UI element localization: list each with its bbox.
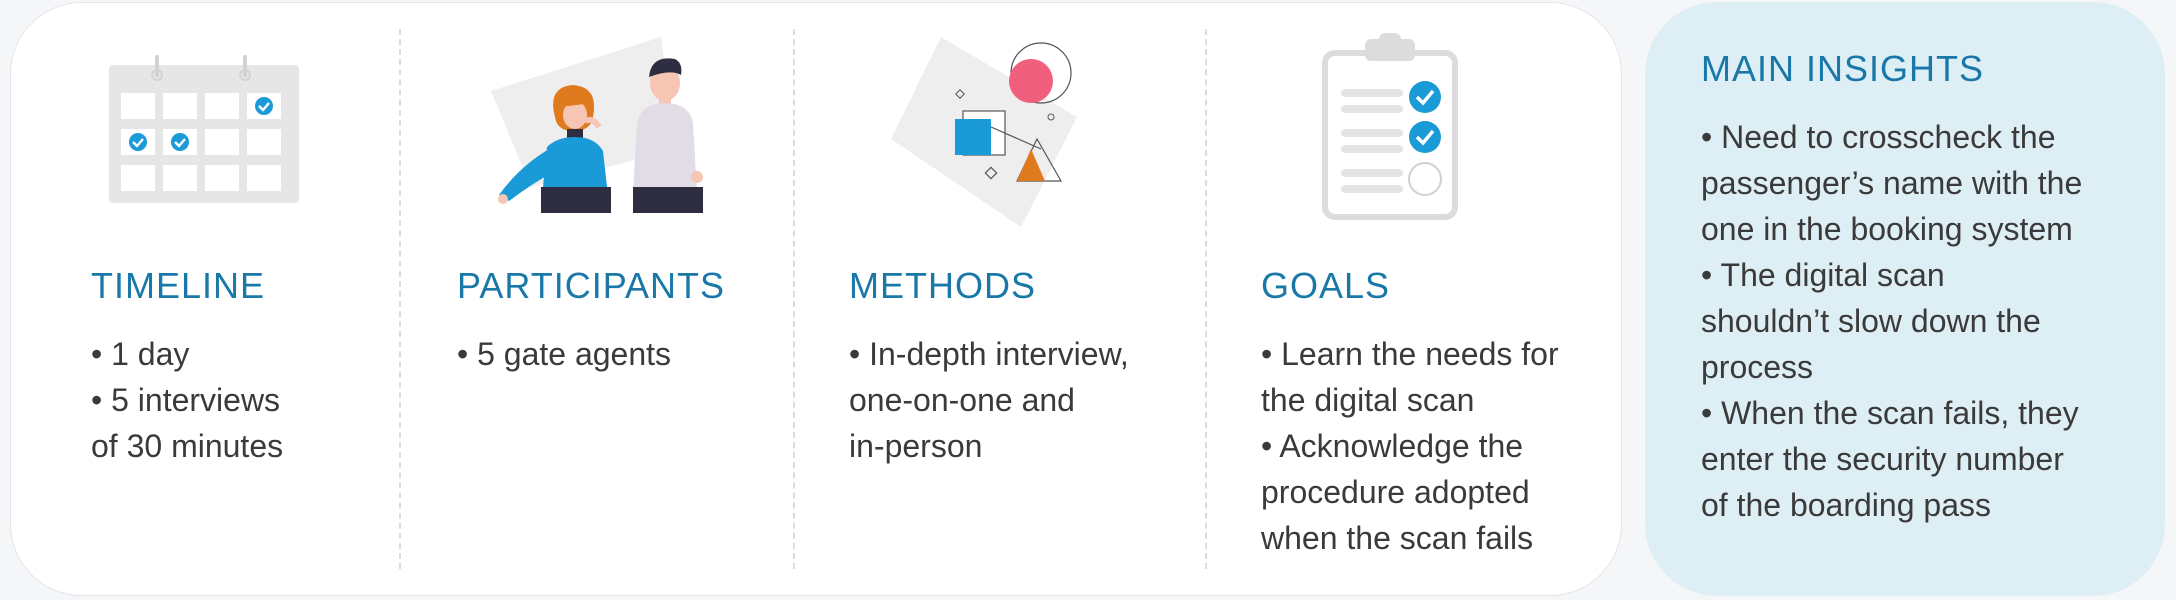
timeline-line: • 1 day [91,336,190,372]
column-divider [793,29,795,569]
goals-details: • Learn the needs for the digital scan •… [1261,331,1559,561]
insights-line: process [1701,349,1814,385]
insights-heading: MAIN INSIGHTS [1701,48,1985,89]
timeline-column: TIMELINE • 1 day • 5 interviews of 30 mi… [11,3,399,597]
goals-line: procedure adopted [1261,474,1530,510]
goals-column: GOALS • Learn the needs for the digital … [1207,3,1617,597]
methods-line: in-person [849,428,983,464]
insights-details: • Need to crosscheck the passenger’s nam… [1701,114,2082,528]
people-illustration [491,37,703,213]
main-insights-panel: MAIN INSIGHTS • Need to crosscheck the p… [1645,2,2165,596]
goals-line: the digital scan [1261,382,1475,418]
insights-line: enter the security number [1701,441,2064,477]
calendar-icon [109,55,299,203]
participants-column: PARTICIPANTS • 5 gate agents [401,3,793,597]
timeline-heading: TIMELINE [91,265,266,306]
goals-line: • Acknowledge the [1261,428,1524,464]
timeline-line: of 30 minutes [91,428,284,464]
checklist-icon [1322,33,1458,220]
insights-line: of the boarding pass [1701,487,1991,523]
methods-line: one-on-one and [849,382,1075,418]
goals-line: • Learn the needs for [1261,336,1559,372]
column-divider [1205,29,1207,569]
methods-column: METHODS • In-depth interview, one-on-one… [795,3,1205,597]
methods-heading: METHODS [849,265,1036,306]
participants-heading: PARTICIPANTS [457,265,726,306]
research-summary-card: TIMELINE • 1 day • 5 interviews of 30 mi… [10,2,1622,596]
participants-line: • 5 gate agents [457,336,672,372]
insights-line: passenger’s name with the [1701,165,2083,201]
insights-line: • Need to crosscheck the [1701,119,2056,155]
insights-line: • The digital scan [1701,257,1945,293]
timeline-line: • 5 interviews [91,382,281,418]
timeline-details: • 1 day • 5 interviews of 30 minutes [91,331,283,469]
insights-line: shouldn’t slow down the [1701,303,2041,339]
methods-details: • In-depth interview, one-on-one and in-… [849,331,1129,469]
goals-line: when the scan fails [1261,520,1534,556]
column-divider [399,29,401,569]
methods-line: • In-depth interview, [849,336,1129,372]
insights-line: • When the scan fails, they [1701,395,2079,431]
participants-details: • 5 gate agents [457,331,671,377]
goals-heading: GOALS [1261,265,1391,306]
insights-line: one in the booking system [1701,211,2073,247]
shapes-illustration [891,37,1077,227]
